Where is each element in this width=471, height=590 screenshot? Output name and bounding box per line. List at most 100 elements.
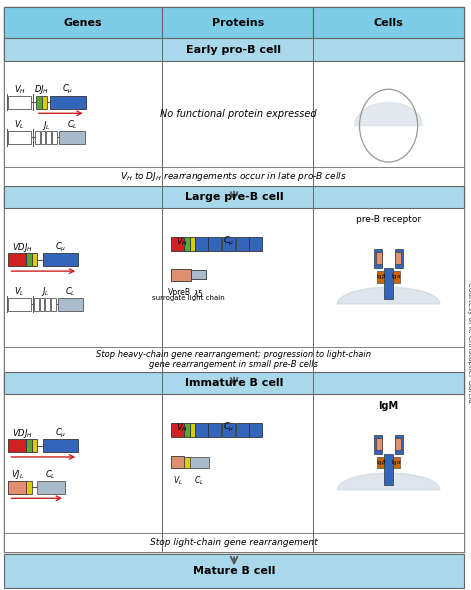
Bar (8, 254, 26, 267)
Bar (171, 455, 184, 467)
Bar (249, 422, 262, 437)
Bar (32, 439, 37, 452)
Bar (236, 237, 249, 251)
Bar (4, 554, 464, 588)
Text: $J_L$: $J_L$ (41, 285, 49, 299)
Bar (190, 457, 209, 467)
Bar (393, 457, 400, 468)
Text: $V_H$: $V_H$ (176, 421, 187, 434)
Text: $DJ_H$: $DJ_H$ (33, 83, 49, 96)
Text: $C_\mu$: $C_\mu$ (62, 83, 74, 96)
Text: VpreB: VpreB (168, 288, 191, 297)
Bar (4, 61, 464, 167)
Text: $V_L$: $V_L$ (173, 474, 182, 487)
Bar (162, 7, 313, 38)
Bar (184, 457, 190, 467)
Bar (42, 96, 47, 109)
Text: Cells: Cells (374, 18, 404, 28)
Bar (191, 270, 206, 279)
Bar (50, 96, 86, 109)
Bar (395, 435, 403, 454)
Text: $C_\mu$: $C_\mu$ (223, 235, 234, 248)
Text: $V_H$: $V_H$ (14, 83, 26, 96)
Bar (36, 96, 42, 109)
Bar (59, 131, 85, 144)
Bar (393, 271, 400, 283)
Bar (190, 237, 195, 251)
Text: Ig$\beta$: Ig$\beta$ (375, 272, 386, 281)
Bar (8, 131, 31, 144)
Text: $C_L$: $C_L$ (194, 474, 204, 487)
Text: $V_L$: $V_L$ (15, 119, 25, 132)
Text: Genes: Genes (64, 18, 103, 28)
Bar (374, 249, 382, 268)
Text: surrogate light chain: surrogate light chain (152, 296, 225, 301)
Text: Ig$\alpha$: Ig$\alpha$ (391, 458, 402, 467)
Bar (4, 347, 464, 372)
Bar (384, 454, 393, 485)
Text: Early pro-B cell: Early pro-B cell (187, 45, 281, 54)
Text: pre-B receptor: pre-B receptor (356, 215, 421, 224)
Bar (377, 457, 384, 468)
Bar (171, 269, 191, 281)
Bar (190, 422, 195, 437)
Bar (222, 422, 235, 437)
Text: Proteins: Proteins (212, 18, 264, 28)
Bar (208, 422, 221, 437)
Bar (32, 254, 37, 267)
Bar (37, 480, 65, 493)
Bar (46, 131, 51, 144)
Bar (52, 131, 57, 144)
Text: IgM: IgM (379, 401, 398, 411)
Text: Immature B cell: Immature B cell (185, 378, 283, 388)
Text: Courtesy of K. Christopher Garcia: Courtesy of K. Christopher Garcia (467, 282, 471, 402)
Bar (376, 438, 382, 450)
Bar (40, 297, 44, 310)
Text: $VJ_L$: $VJ_L$ (11, 468, 24, 481)
Text: Stop heavy-chain gene rearrangement; progression to light-chain
gene rearrangeme: Stop heavy-chain gene rearrangement; pro… (97, 350, 371, 369)
Bar (195, 237, 208, 251)
Bar (45, 297, 50, 310)
Text: Stop light-chain gene rearrangement: Stop light-chain gene rearrangement (150, 537, 317, 547)
Bar (395, 438, 401, 450)
Bar (4, 38, 464, 61)
Bar (249, 237, 262, 251)
Bar (4, 208, 464, 347)
Text: $VDJ_H$: $VDJ_H$ (12, 241, 33, 254)
Bar (376, 252, 382, 264)
Bar (4, 533, 464, 552)
Bar (171, 422, 184, 437)
Bar (4, 167, 464, 186)
Bar (395, 252, 401, 264)
Polygon shape (337, 473, 440, 490)
Text: $V_H$: $V_H$ (176, 235, 187, 248)
Text: Mature B cell: Mature B cell (193, 566, 275, 576)
Text: $C_\mu$: $C_\mu$ (223, 421, 234, 434)
Text: $VDJ_H$: $VDJ_H$ (12, 427, 33, 440)
Bar (395, 249, 403, 268)
Bar (43, 439, 78, 452)
Bar (184, 237, 190, 251)
Bar (4, 394, 464, 533)
Bar (195, 422, 208, 437)
Bar (34, 297, 39, 310)
Bar (4, 186, 464, 208)
Bar (374, 435, 382, 454)
Text: $J_L$: $J_L$ (42, 119, 50, 132)
Text: $V_H$ to $DJ_H$ rearrangements occur in late pro-B cells: $V_H$ to $DJ_H$ rearrangements occur in … (121, 170, 347, 183)
Bar (384, 268, 393, 299)
Text: $C_L$: $C_L$ (46, 468, 56, 481)
Bar (8, 297, 31, 310)
Polygon shape (337, 287, 440, 304)
Bar (26, 439, 32, 452)
Polygon shape (355, 103, 422, 126)
Text: Large pre-B cell: Large pre-B cell (185, 192, 283, 202)
Text: $C_\mu$: $C_\mu$ (55, 427, 66, 440)
Bar (171, 237, 184, 251)
Bar (4, 372, 464, 394)
Bar (184, 422, 190, 437)
Bar (35, 131, 40, 144)
Text: $V_L$: $V_L$ (15, 286, 25, 298)
Bar (222, 237, 235, 251)
Text: $\lambda$5: $\lambda$5 (193, 288, 204, 299)
